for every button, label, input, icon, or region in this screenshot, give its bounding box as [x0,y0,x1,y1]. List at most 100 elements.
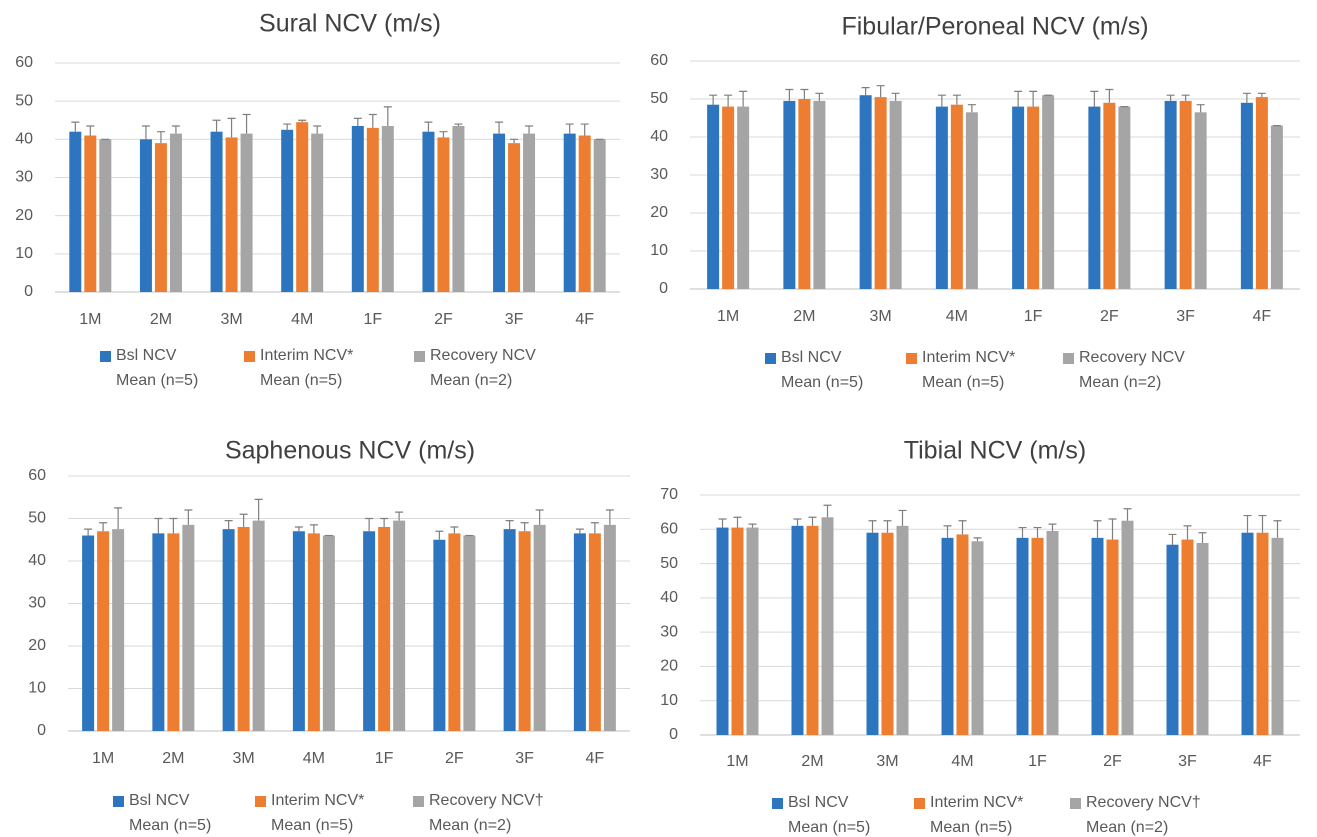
bar [167,533,180,731]
error-bar [1273,520,1282,538]
x-tick-label: 2M [793,308,815,325]
y-tick-label: 60 [28,467,46,484]
error-bar [1033,526,1042,538]
error-bar [793,518,802,526]
error-bar [823,504,832,518]
legend-label: Recovery NCV† Mean (n=2) [1086,794,1201,836]
bar [422,131,435,292]
error-bar [1123,508,1132,521]
bar [493,133,506,292]
bar [950,104,963,289]
x-tick-label: 2M [801,753,823,770]
bar [1241,532,1254,735]
bar [533,524,546,731]
error-bar [294,526,303,532]
y-tick-label: 50 [660,555,678,572]
legend-item: Bsl NCV Mean (n=5) [772,794,870,837]
bar [593,139,606,292]
bar [956,534,969,735]
bar [292,531,305,731]
bar [1103,102,1116,289]
error-bar [353,117,362,126]
bar [99,139,112,292]
bar [393,520,406,731]
legend-item: Recovery NCV Mean (n=2) [414,347,536,393]
bar [813,100,826,290]
y-tick-label: 20 [650,204,668,221]
bar [152,533,165,731]
error-bar [184,509,193,525]
bar [941,537,954,735]
bar [965,112,978,289]
error-bar [99,522,108,532]
error-bar [952,94,961,105]
error-bar [733,516,742,528]
error-bar [709,94,718,105]
error-bar [254,498,263,521]
y-tick-label: 0 [24,283,33,300]
legend-swatch [244,351,255,362]
legend-swatch [914,798,925,809]
legend-swatch [1070,798,1081,809]
error-bar [395,511,404,521]
bar [112,529,125,731]
error-bar [439,131,448,138]
bar [252,520,265,731]
legend-item: Recovery NCV† Mean (n=2) [1070,794,1201,837]
bar [222,529,235,731]
legend-label: Recovery NCV† Mean (n=2) [429,792,544,834]
bar [1042,95,1055,289]
bar [169,133,182,292]
bar [798,99,811,289]
bar [746,527,759,735]
bar [1016,537,1029,735]
error-bar [575,528,584,534]
y-tick-label: 40 [15,131,33,148]
error-bar [505,520,514,530]
bar [573,533,586,731]
chart-title: Sural NCV (m/s) [259,10,441,38]
bar [351,125,364,292]
bar [821,517,834,735]
error-bar [525,125,534,134]
bar [896,525,909,735]
x-tick-label: 2F [1103,753,1122,770]
x-tick-label: 3M [220,311,242,328]
error-bar [212,119,221,132]
y-tick-label: 30 [28,595,46,612]
legend-item: Interim NCV* Mean (n=5) [914,794,1023,837]
bar [378,527,391,731]
bar [1270,125,1283,289]
error-bar [84,528,93,536]
bar [1179,100,1192,290]
y-tick-label: 40 [650,128,668,145]
x-tick-label: 1F [375,750,394,767]
error-bar [224,520,233,530]
bar [791,525,804,735]
x-tick-label: 1F [1024,308,1043,325]
x-tick-label: 3M [876,753,898,770]
bar [1118,106,1131,289]
bar [783,100,796,290]
bar [366,127,379,292]
y-tick-label: 10 [660,692,678,709]
error-bar [973,537,982,542]
legend-item: Interim NCV* Mean (n=5) [255,792,364,837]
bar [1255,97,1268,289]
error-bar [71,121,80,132]
error-bar [424,121,433,132]
bar [737,106,750,289]
x-tick-label: 4F [1253,753,1272,770]
error-bar [1048,523,1057,531]
x-tick-label: 4F [1253,308,1272,325]
bar [154,143,167,292]
error-bar [1093,520,1102,538]
error-bar [435,530,444,540]
x-tick-label: 3F [1176,308,1195,325]
bar [1046,531,1059,735]
legend-item: Bsl NCV Mean (n=5) [765,349,863,395]
chart-title: Fibular/Peroneal NCV (m/s) [841,13,1148,41]
bar [881,532,894,735]
error-bar [520,522,529,532]
